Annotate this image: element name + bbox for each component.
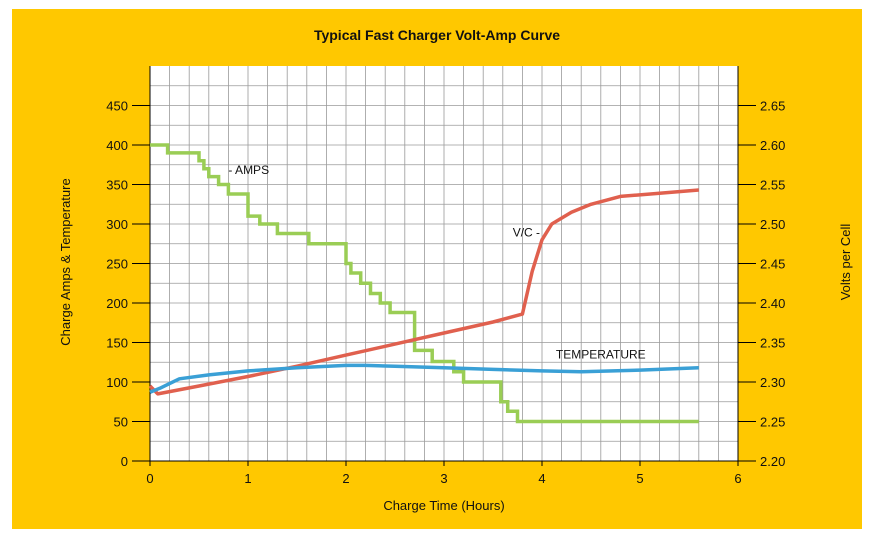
- y-right-tick-label: 2.50: [760, 217, 785, 232]
- y-left-tick-label: 350: [106, 178, 128, 193]
- y-left-tick-label: 200: [106, 296, 128, 311]
- y-right-tick-label: 2.45: [760, 257, 785, 272]
- annotation-label: - AMPS: [228, 163, 269, 177]
- x-tick-label: 6: [734, 471, 741, 486]
- y-left-tick-label: 50: [114, 415, 128, 430]
- y-axis-left-label: Charge Amps & Temperature: [58, 178, 73, 345]
- chart-title: Typical Fast Charger Volt-Amp Curve: [313, 27, 561, 43]
- series-line-v-c: [148, 188, 699, 396]
- annotation-label: V/C -: [513, 226, 540, 240]
- x-tick-label: 2: [342, 471, 349, 486]
- series-line-temperature: [149, 363, 699, 394]
- y-right-tick-label: 2.55: [760, 178, 785, 193]
- x-tick-label: 4: [538, 471, 545, 486]
- x-tick-label: 1: [244, 471, 251, 486]
- y-left-tick-label: 250: [106, 257, 128, 272]
- x-tick-label: 5: [636, 471, 643, 486]
- y-left-tick-label: 0: [121, 454, 128, 469]
- x-axis-label: Charge Time (Hours): [383, 498, 504, 513]
- x-tick-label: 3: [440, 471, 447, 486]
- y-left-tick-label: 450: [106, 99, 128, 114]
- y-right-tick-label: 2.60: [760, 138, 785, 153]
- y-right-tick-label: 2.35: [760, 336, 785, 351]
- y-left-tick-label: 150: [106, 336, 128, 351]
- y-axis-right-label: Volts per Cell: [838, 224, 853, 301]
- y-right-tick-label: 2.25: [760, 415, 785, 430]
- x-tick-label: 0: [146, 471, 153, 486]
- y-right-tick-label: 2.40: [760, 296, 785, 311]
- series-line-amps: [150, 143, 699, 424]
- y-right-tick-label: 2.30: [760, 375, 785, 390]
- y-right-tick-label: 2.20: [760, 454, 785, 469]
- y-right-tick-label: 2.65: [760, 99, 785, 114]
- y-left-tick-label: 100: [106, 375, 128, 390]
- annotation-label: TEMPERATURE: [556, 347, 646, 361]
- y-left-tick-label: 400: [106, 138, 128, 153]
- y-left-tick-label: 300: [106, 217, 128, 232]
